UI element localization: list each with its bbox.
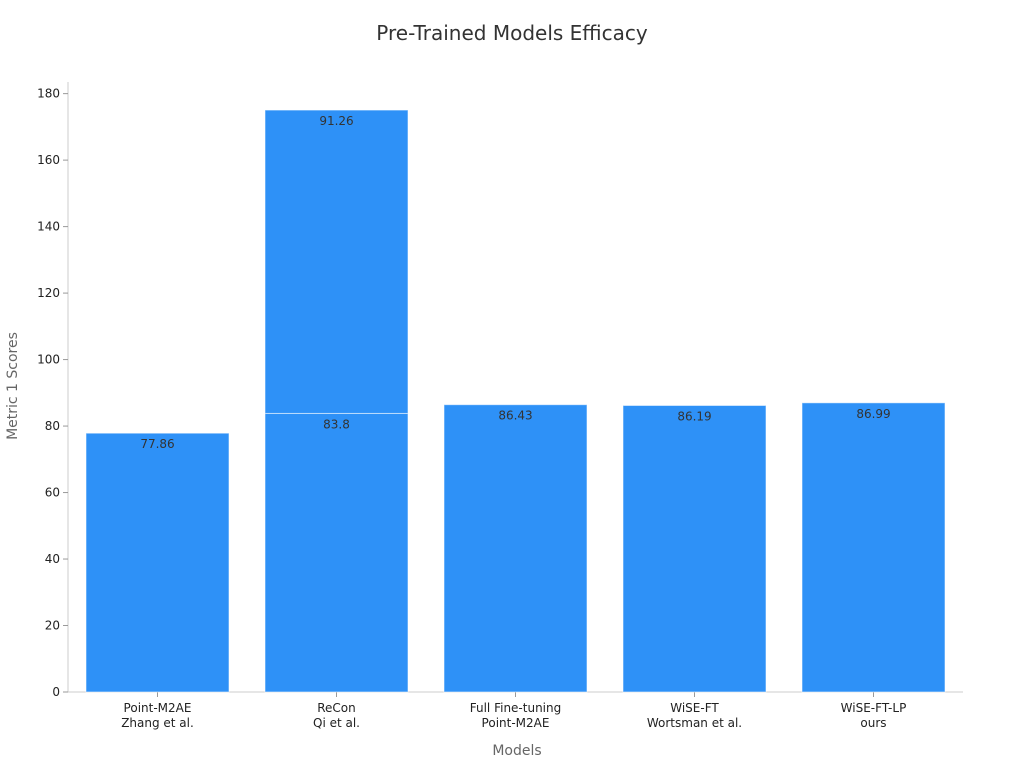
bar bbox=[264, 109, 409, 414]
y-axis: 0 20 40 60 80 100 120 140 160 180 bbox=[37, 82, 69, 699]
y-tick-label: 40 bbox=[45, 552, 60, 566]
bar-value-label: 86.99 bbox=[856, 407, 890, 421]
bar-value-label: 77.86 bbox=[140, 437, 174, 451]
bar bbox=[801, 402, 946, 693]
bar bbox=[622, 404, 767, 693]
y-axis-label: Metric 1 Scores bbox=[5, 332, 21, 440]
y-tick-label: 120 bbox=[37, 286, 60, 300]
bars bbox=[85, 109, 946, 693]
x-tick-label: ReCon bbox=[317, 701, 356, 715]
bar-value-label: 86.19 bbox=[677, 409, 711, 423]
x-tick-label: ours bbox=[860, 716, 886, 730]
data-labels: 77.86 83.8 91.26 86.43 86.19 86.99 bbox=[140, 114, 890, 451]
bar-value-label: 86.43 bbox=[498, 409, 532, 423]
y-tick-label: 20 bbox=[45, 619, 60, 633]
y-tick-label: 60 bbox=[45, 486, 60, 500]
x-tick-label: Wortsman et al. bbox=[647, 716, 742, 730]
bar-value-label: 91.26 bbox=[319, 114, 353, 128]
bar bbox=[443, 404, 588, 693]
bar bbox=[264, 412, 409, 693]
x-axis-label: Models bbox=[492, 743, 541, 759]
x-tick-label: Full Fine-tuning bbox=[470, 701, 562, 715]
chart-title: Pre-Trained Models Efficacy bbox=[376, 21, 648, 45]
x-tick-label: Qi et al. bbox=[313, 716, 360, 730]
bar-value-label: 83.8 bbox=[323, 417, 350, 431]
y-tick-label: 80 bbox=[45, 419, 60, 433]
x-tick-label: Point-M2AE bbox=[482, 716, 550, 730]
y-tick-label: 160 bbox=[37, 153, 60, 167]
bar bbox=[85, 432, 230, 693]
y-tick-label: 180 bbox=[37, 87, 60, 101]
x-tick-label: Zhang et al. bbox=[121, 716, 194, 730]
y-tick-label: 100 bbox=[37, 353, 60, 367]
y-tick-label: 0 bbox=[52, 685, 60, 699]
x-tick-label: Point-M2AE bbox=[124, 701, 192, 715]
x-tick-label: WiSE-FT-LP bbox=[841, 701, 907, 715]
x-tick-label: WiSE-FT bbox=[670, 701, 719, 715]
y-tick-label: 140 bbox=[37, 220, 60, 234]
